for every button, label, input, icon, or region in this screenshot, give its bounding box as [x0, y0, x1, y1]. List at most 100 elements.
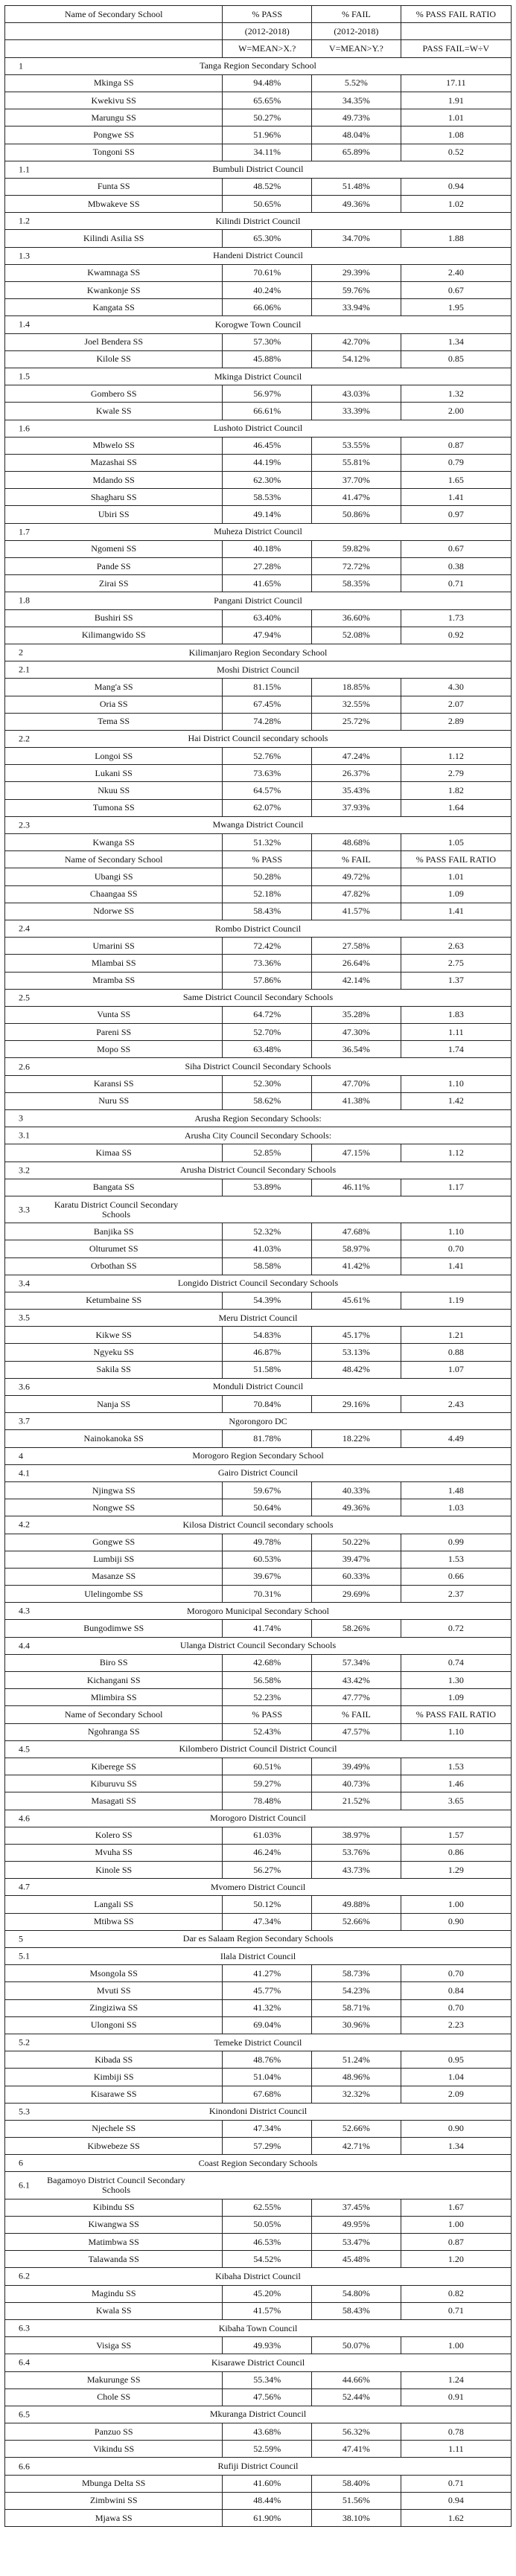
school-row: Orbothan SS 58.58% 41.42% 1.41 [4, 1257, 512, 1275]
section-number: 6.3 [19, 2322, 30, 2333]
name-column-header: Name of Secondary School [4, 1705, 223, 1724]
pass-value: 42.68% [222, 1653, 313, 1673]
section-cell: 6.2 Kibaha District Council [4, 2267, 512, 2286]
fail-value: 35.43% [311, 781, 401, 800]
section-title: Kilosa District Council secondary school… [182, 1519, 334, 1530]
pass-value: 52.85% [222, 1144, 313, 1162]
school-name: Olturumet SS [4, 1240, 223, 1258]
pass-value: 56.97% [222, 385, 313, 403]
pass-value: 49.14% [222, 505, 313, 524]
fail-value: 41.57% [311, 902, 401, 920]
section-cell: 1.5 Mkinga District Council [4, 367, 512, 386]
school-name: Magindu SS [4, 2284, 223, 2303]
section-title: Tanga Region Secondary School [200, 60, 316, 71]
fail-value: 51.24% [311, 2051, 401, 2069]
school-name: Nongwe SS [4, 1499, 223, 1517]
school-name: Ngomeni SS [4, 539, 223, 559]
school-row: Nuru SS 58.62% 41.38% 1.42 [4, 1092, 512, 1111]
section-number: 1 [19, 60, 23, 71]
pass-column-header: % PASS [222, 1705, 313, 1724]
section-number: 3.1 [19, 1130, 30, 1141]
ratio-value: 1.01 [400, 868, 512, 886]
school-name: Panzuo SS [4, 2423, 223, 2441]
pass-value: 41.74% [222, 1619, 313, 1638]
section-title: Arusha Region Secondary Schools: [194, 1112, 322, 1124]
school-row: Kwankonje SS 40.24% 59.76% 0.67 [4, 281, 512, 300]
school-row: Kiwangwa SS 50.05% 49.95% 1.00 [4, 2215, 512, 2234]
section-number: 6.5 [19, 2409, 30, 2420]
pass-value: 81.15% [222, 678, 313, 696]
pass-value: 61.90% [222, 2508, 313, 2528]
school-row: Kisarawe SS 67.68% 32.32% 2.09 [4, 2085, 512, 2104]
section-title: Kisarawe District Council [211, 2356, 305, 2368]
section-row: 4.5 Kilombero District Council District C… [4, 1740, 512, 1758]
school-name: Kwekivu SS [4, 91, 223, 110]
pass-value: 58.58% [222, 1257, 313, 1275]
ratio-value: 1.02 [400, 195, 512, 214]
pass-value: 63.40% [222, 609, 313, 627]
section-title: Kinondoni District Council [208, 2106, 308, 2117]
fail-value: 48.42% [311, 1360, 401, 1379]
fail-value: 56.32% [311, 2423, 401, 2441]
ratio-value: 0.67 [400, 539, 512, 559]
school-name: Mlimbira SS [4, 1688, 223, 1707]
fail-value: 33.39% [311, 402, 401, 420]
fail-value: 51.56% [311, 2491, 401, 2511]
school-name: Kwale SS [4, 402, 223, 420]
fail-value: 45.61% [311, 1291, 401, 1310]
ratio-value: 0.38 [400, 557, 512, 576]
pass-value: 40.18% [222, 539, 313, 559]
ratio-value: 1.10 [400, 1223, 512, 1241]
school-name: Lumbiji SS [4, 1550, 223, 1569]
school-row: Oria SS 67.45% 32.55% 2.07 [4, 695, 512, 714]
fail-value: 27.58% [311, 937, 401, 955]
school-row: Panzuo SS 43.68% 56.32% 0.78 [4, 2423, 512, 2441]
school-name: Kiburuvu SS [4, 1775, 223, 1793]
school-name: Kimbiji SS [4, 2068, 223, 2086]
section-number: 5 [19, 1933, 23, 1944]
school-row: Njingwa SS 59.67% 40.33% 1.48 [4, 1481, 512, 1500]
section-row: 6.6 Rufiji District Council [4, 2457, 512, 2476]
school-name: Kilimangwido SS [4, 626, 223, 644]
school-row: Magindu SS 45.20% 54.80% 0.82 [4, 2284, 512, 2303]
section-cell: 4.1 Gairo District Council [4, 1464, 512, 1482]
ratio-column-header: % PASS FAIL RATIO [400, 1705, 512, 1724]
section-title: Mkuranga District Council [209, 2409, 307, 2420]
pass-value: 54.52% [222, 2250, 313, 2269]
section-row: 3.2 Arusha District Council Secondary Sch… [4, 1161, 512, 1179]
school-name: Masanze SS [4, 1567, 223, 1586]
section-title: Morogoro Region Secondary School [192, 1450, 324, 1461]
fail-value: 30.96% [311, 2016, 401, 2034]
school-row: Mbwakeve SS 50.65% 49.36% 1.02 [4, 195, 512, 214]
pass-value: 59.67% [222, 1481, 313, 1500]
ratio-value: 1.11 [400, 1023, 512, 1042]
school-row: Kibwebeze SS 57.29% 42.71% 1.34 [4, 2137, 512, 2156]
school-name: Ketumbaine SS [4, 1291, 223, 1310]
header-row-2: (2012-2018) (2012-2018) [4, 22, 512, 41]
fail-value: 43.42% [311, 1670, 401, 1690]
school-name: Zingiziwa SS [4, 1999, 223, 2017]
ratio-value: 0.97 [400, 505, 512, 524]
section-number: 4.7 [19, 1881, 30, 1892]
school-row: Mazashai SS 44.19% 55.81% 0.79 [4, 453, 512, 472]
pass-value: 54.39% [222, 1291, 313, 1310]
school-row: Chaangaa SS 52.18% 47.82% 1.09 [4, 885, 512, 903]
section-cell: 3.4 Longido District Council Secondary Sc… [4, 1274, 512, 1292]
section-cell: 6.1 Bagamoyo District Council Secondary S… [4, 2171, 512, 2199]
school-row: Mbwelo SS 46.45% 53.55% 0.87 [4, 436, 512, 455]
ratio-value: 0.90 [400, 2119, 512, 2138]
pass-value: 70.84% [222, 1394, 313, 1414]
school-row: Nongwe SS 50.64% 49.36% 1.03 [4, 1499, 512, 1517]
ratio-column-header: % PASS FAIL RATIO [400, 850, 512, 869]
school-name: Kwankonje SS [4, 281, 223, 300]
school-row: Biro SS 42.68% 57.34% 0.74 [4, 1653, 512, 1673]
pass-value: 52.43% [222, 1723, 313, 1741]
fail-value: 58.35% [311, 574, 401, 593]
school-row: Kibindu SS 62.55% 37.45% 1.67 [4, 2198, 512, 2217]
school-name: Ubiri SS [4, 505, 223, 524]
school-name: Gongwe SS [4, 1533, 223, 1551]
school-name: Kichangani SS [4, 1670, 223, 1690]
fail-value: 58.73% [311, 1964, 401, 1983]
school-name: Sakila SS [4, 1360, 223, 1379]
ratio-value: 0.66 [400, 1567, 512, 1586]
